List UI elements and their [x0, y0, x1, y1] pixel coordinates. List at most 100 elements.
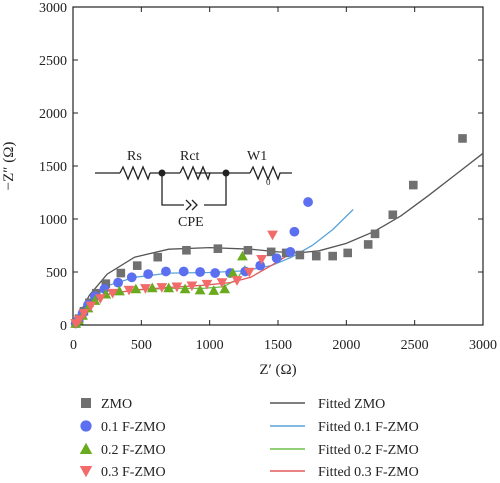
data-point [78, 309, 90, 319]
data-point [143, 269, 154, 280]
data-point [130, 283, 142, 294]
circuit-wires [95, 172, 250, 206]
data-point [201, 279, 213, 290]
data-point [178, 266, 189, 277]
legend-marker [80, 420, 92, 432]
legend-label: Fitted 0.2 F-ZMO [318, 443, 419, 458]
y-axis-title: −Z″ (Ω) [1, 142, 17, 191]
circuit-node-left [158, 169, 166, 177]
equivalent-circuit: Rs Rct W1 0 CPE [95, 149, 292, 230]
data-point [132, 261, 142, 270]
data-point [328, 251, 337, 261]
data-point [216, 278, 228, 288]
data-point [94, 294, 106, 304]
data-point [458, 134, 467, 143]
data-point [163, 282, 175, 293]
data-point [210, 268, 221, 278]
data-point [227, 267, 239, 278]
data-point [171, 282, 183, 293]
data-point [73, 315, 85, 326]
data-point [370, 229, 380, 239]
legend-label: Fitted 0.3 F-ZMO [318, 465, 419, 480]
data-point [271, 253, 282, 264]
data-point [388, 210, 398, 220]
data-point [243, 267, 255, 278]
data-point [311, 251, 321, 261]
legend-marker [79, 466, 93, 478]
y-tick-label: 1000 [39, 213, 67, 228]
x-tick-label: 3000 [469, 338, 497, 353]
data-point [285, 246, 296, 257]
y-tick-label: 2500 [39, 54, 67, 69]
legend-label: ZMO [101, 397, 132, 412]
data-point [266, 247, 276, 257]
cpe-element [185, 199, 198, 211]
data-point [85, 301, 97, 312]
y-tick-label: 0 [60, 319, 67, 334]
data-point [303, 197, 313, 207]
legend-marker [79, 442, 93, 454]
data-point [186, 281, 198, 292]
legend-label: Fitted ZMO [318, 397, 385, 412]
x-tick-label: 2000 [332, 338, 360, 353]
data-point [153, 252, 163, 262]
data-point [409, 180, 418, 190]
legend-marker [81, 398, 91, 408]
circuit-label-cpe: CPE [178, 215, 204, 230]
fit-line [72, 209, 354, 326]
circuit-label-w1-subscript: 0 [266, 177, 271, 187]
circuit-node-right [222, 169, 230, 177]
data-point [256, 254, 267, 265]
x-tick-label: 0 [70, 338, 77, 353]
data-point [231, 276, 243, 286]
warburg-element [249, 165, 292, 181]
data-point [243, 245, 253, 255]
data-point [116, 268, 126, 278]
data-point [126, 272, 137, 283]
x-tick-label: 500 [131, 338, 152, 353]
circuit-label-rs: Rs [127, 149, 142, 164]
data-point [267, 230, 278, 241]
data-point [179, 283, 191, 294]
x-tick-label: 1500 [264, 338, 292, 353]
data-point [295, 250, 305, 260]
data-point [140, 284, 151, 294]
data-point [195, 267, 206, 277]
data-point [146, 282, 158, 293]
y-tick-label: 3000 [39, 1, 67, 16]
legend-label: Fitted 0.1 F-ZMO [318, 420, 419, 435]
data-point [101, 279, 111, 288]
data-point [289, 226, 300, 237]
legend-label: 0.2 F-ZMO [101, 443, 166, 458]
data-point [219, 283, 231, 294]
data-point [363, 240, 373, 249]
data-point [182, 245, 191, 255]
x-axis-title: Z′ (Ω) [259, 362, 296, 378]
circuit-label-rct: Rct [180, 149, 200, 164]
data-point [237, 250, 248, 261]
legend-label: 0.1 F-ZMO [101, 420, 166, 435]
data-point [114, 285, 125, 296]
data-point [107, 288, 119, 299]
data-point [213, 244, 223, 253]
data-point [123, 285, 135, 296]
x-tick-label: 2500 [401, 338, 429, 353]
y-tick-label: 2000 [39, 107, 67, 122]
resistor-rct [179, 165, 211, 181]
data-point [113, 277, 123, 288]
x-tick-label: 1000 [196, 338, 224, 353]
data-point [161, 266, 171, 277]
fit-line [72, 152, 484, 326]
data-point [194, 284, 206, 295]
resistor-rs [119, 165, 151, 181]
data-point [156, 283, 168, 293]
data-point [208, 285, 220, 295]
data-markers [70, 134, 467, 329]
axes: 0 500 1000 1500 2000 2500 3000 0 500 1000 1500 2000… [1, 1, 497, 378]
y-tick-label: 1500 [39, 160, 67, 175]
circuit-label-w1: W1 [247, 149, 267, 164]
data-point [255, 260, 266, 271]
legend: ZMO 0.1 F-ZMO 0.2 F-ZMO 0.3 F-ZMO Fitted ZMO… [79, 397, 419, 480]
legend-label: 0.3 F-ZMO [101, 465, 166, 480]
